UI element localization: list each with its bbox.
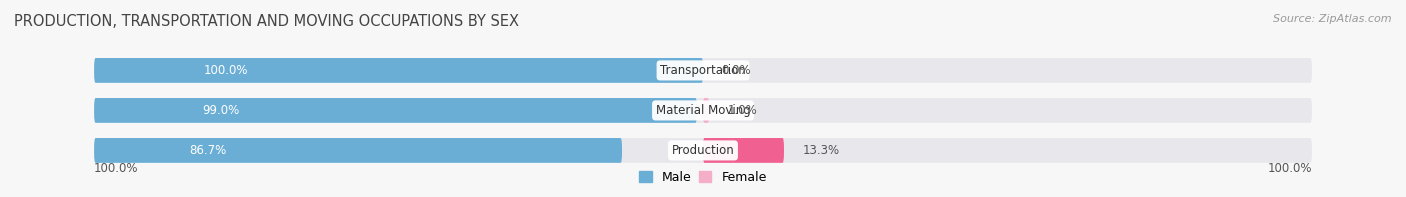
FancyBboxPatch shape xyxy=(94,58,1312,83)
FancyBboxPatch shape xyxy=(94,98,1312,123)
Text: Material Moving: Material Moving xyxy=(655,104,751,117)
Text: 100.0%: 100.0% xyxy=(94,162,139,175)
FancyBboxPatch shape xyxy=(703,138,785,163)
Text: PRODUCTION, TRANSPORTATION AND MOVING OCCUPATIONS BY SEX: PRODUCTION, TRANSPORTATION AND MOVING OC… xyxy=(14,14,519,29)
Text: Source: ZipAtlas.com: Source: ZipAtlas.com xyxy=(1274,14,1392,24)
Legend: Male, Female: Male, Female xyxy=(640,171,766,184)
FancyBboxPatch shape xyxy=(94,138,621,163)
Text: 100.0%: 100.0% xyxy=(1267,162,1312,175)
FancyBboxPatch shape xyxy=(94,98,697,123)
FancyBboxPatch shape xyxy=(703,98,709,123)
Text: 13.3%: 13.3% xyxy=(803,144,839,157)
Text: 0.0%: 0.0% xyxy=(721,64,751,77)
Text: 1.0%: 1.0% xyxy=(727,104,756,117)
Text: Production: Production xyxy=(672,144,734,157)
Text: 86.7%: 86.7% xyxy=(190,144,226,157)
FancyBboxPatch shape xyxy=(94,138,1312,163)
FancyBboxPatch shape xyxy=(94,58,703,83)
Text: 100.0%: 100.0% xyxy=(204,64,249,77)
Text: Transportation: Transportation xyxy=(661,64,745,77)
Text: 99.0%: 99.0% xyxy=(202,104,240,117)
